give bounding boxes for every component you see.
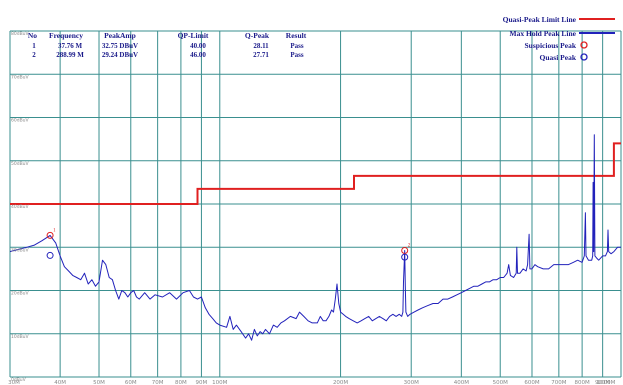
x-tick-label: 900M [595,380,610,385]
x-tick-label: 500M [493,380,508,385]
x-tick-label: 300M [404,380,419,385]
x-tick-label: 50M [93,380,105,385]
legend-marker-swatch [580,41,588,49]
x-tick-label: 1000M [597,380,616,385]
x-tick-label: 600M [524,380,539,385]
results-table: No Frequency PeakAmp QP-Limit Q-Peak Result 1 3… [28,31,307,59]
legend-label: Suspicious Peak [525,41,577,50]
x-tick-label: 60M [125,380,137,385]
results-cell: 288.99 M [56,51,84,59]
results-cell: Pass [290,51,304,59]
results-cell: 37.76 M [58,42,83,50]
suspicious-peak-marker [46,231,54,239]
quasi-peak-marker [401,253,409,261]
y-tick-label: 80dBuV [11,31,30,37]
x-tick-label: 100M [212,380,227,385]
suspicious-peak-label: 1 [53,228,56,233]
x-tick-labels: 30M 40M 50M 60M 70M 80M 90M 100M 200M 300M 400M 500… [8,380,615,385]
legend-label: Quasi-Peak Limit Line [503,15,577,24]
y-tick-label: 60dBuV [11,118,30,124]
x-tick-label: 40M [54,380,66,385]
max-hold-peak-trace [9,134,621,341]
results-cell: 1 [32,42,36,50]
results-cell: 27.71 [253,51,269,59]
peak-markers: 12 [46,228,411,261]
x-tick-label: 30M [8,380,20,385]
results-header: QP-Limit [178,31,209,40]
legend-marker-swatch [580,53,588,61]
x-tick-label: 800M [574,380,589,385]
traces [9,134,621,341]
quasi-peak-marker [46,251,54,259]
horizontal-gridlines [10,30,621,378]
y-tick-label: 30dBuV [11,247,30,253]
quasi-peak-limit-line [10,142,621,205]
x-tick-label: 70M [152,380,164,385]
results-cell: Pass [290,42,304,50]
y-tick-labels: 80dBuV 70dBuV 60dBuV 50dBuV 40dBuV 30dBuV 20dB… [11,31,30,383]
suspicious-peak-label: 2 [408,244,411,249]
y-tick-label: 20dBuV [11,291,30,297]
results-cell: 28.11 [253,42,269,50]
results-header: PeakAmp [104,31,136,40]
x-tick-label: 400M [454,380,469,385]
legend-label: Quasi Peak [540,53,577,62]
results-cell: 29.24 DBuV [102,51,138,59]
x-tick-label: 90M [196,380,208,385]
y-tick-label: 0dBuV [11,377,27,383]
results-cell: 2 [32,51,36,59]
results-cell: 32.75 DBuV [102,42,138,50]
suspicious-peak-marker [401,247,409,255]
results-cell: 40.00 [190,42,206,50]
y-tick-label: 40dBuV [11,204,30,210]
results-header: Result [286,31,307,40]
results-header: No [28,31,37,40]
results-header: Q-Peak [245,31,270,40]
y-tick-label: 10dBuV [11,334,30,340]
legend-label: Max Hold Peak Line [510,29,577,38]
x-tick-label: 700M [551,380,566,385]
y-tick-label: 50dBuV [11,161,30,167]
y-tick-label: 70dBuV [11,74,30,80]
results-cell: 46.00 [190,51,206,59]
x-tick-label: 200M [333,380,348,385]
legend: Quasi-Peak Limit Line Max Hold Peak Line S… [503,15,615,62]
x-tick-label: 80M [175,380,187,385]
results-header: Frequency [49,31,83,40]
